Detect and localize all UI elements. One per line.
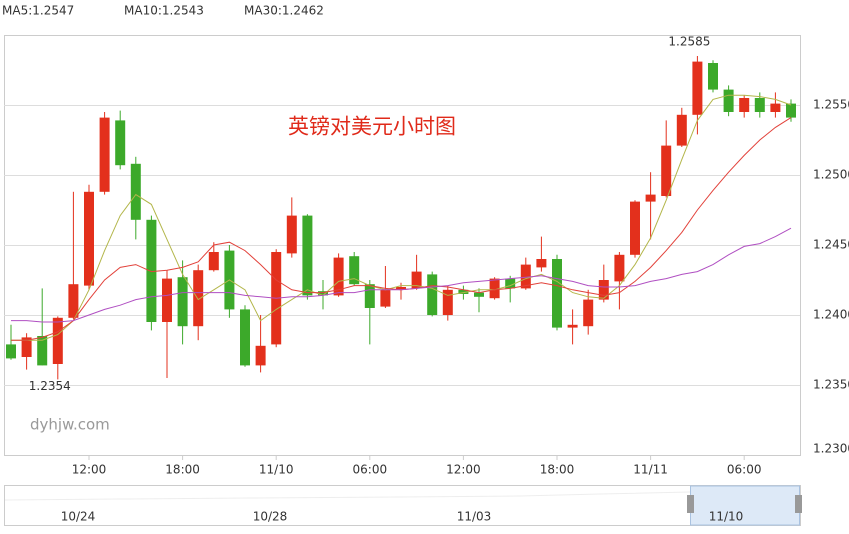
navigator-line	[4, 489, 801, 501]
candle-body	[614, 254, 625, 282]
ma-line	[11, 117, 792, 341]
candle-body	[349, 256, 360, 285]
candle-body	[380, 289, 391, 307]
candle-body	[552, 259, 562, 328]
legend-entry: MA5:1.2547	[2, 4, 74, 18]
candle-body	[520, 264, 531, 289]
x-tick-label: 06:00	[727, 463, 762, 477]
candle-body	[333, 257, 344, 296]
candle-body	[286, 215, 297, 254]
watermark: dyhjw.com	[30, 416, 110, 434]
candle-body	[255, 345, 266, 366]
x-tick-label: 12:00	[72, 463, 107, 477]
candle-body	[240, 309, 250, 366]
ma-line	[11, 94, 792, 341]
navigator[interactable]	[4, 485, 801, 526]
candle-body	[598, 280, 609, 300]
x-tick-label: 06:00	[353, 463, 388, 477]
y-tick-label: 1.2500	[813, 168, 849, 182]
x-tick-label: 11/10	[259, 463, 294, 477]
y-tick-label: 1.2300	[813, 442, 849, 456]
candle-body	[676, 114, 687, 146]
navigator-label: 11/10	[709, 510, 744, 524]
x-tick-label: 11/11	[633, 463, 668, 477]
candle-body	[302, 215, 313, 296]
candle-body	[318, 291, 328, 296]
ma-line	[11, 227, 792, 323]
x-tick-label: 12:00	[446, 463, 481, 477]
candle-body	[567, 324, 578, 328]
navigator-label: 11/03	[457, 510, 492, 524]
low-annotation: 1.2354	[29, 379, 71, 393]
candle-body	[442, 289, 453, 315]
candle-body	[68, 284, 79, 318]
candle-body	[505, 278, 516, 289]
candle-body	[754, 98, 765, 112]
candle-body	[645, 194, 656, 202]
high-annotation: 1.2585	[668, 35, 710, 49]
candle-body	[37, 336, 48, 366]
candle-body	[162, 278, 172, 322]
candle-body	[115, 120, 126, 166]
candle-body	[99, 117, 110, 192]
candle-body	[193, 270, 204, 327]
candle-body	[692, 61, 703, 115]
legend-entry: MA10:1.2543	[124, 4, 204, 18]
candle-body	[364, 284, 375, 308]
y-tick-label: 1.2400	[813, 308, 849, 322]
candle-body	[489, 278, 500, 299]
candle-body	[708, 63, 718, 90]
y-tick-label: 1.2450	[813, 238, 849, 252]
candle-body	[396, 287, 406, 290]
legend-entry: MA30:1.2462	[244, 4, 324, 18]
candle-body	[583, 299, 594, 327]
candle-body	[146, 219, 157, 322]
candle-body	[208, 252, 219, 271]
candle-body	[770, 103, 781, 112]
candle-body	[52, 317, 63, 364]
candle-body	[6, 344, 16, 359]
candle-body	[177, 277, 188, 327]
candle-body	[786, 103, 796, 118]
candle-body	[458, 289, 469, 294]
navigator-handle[interactable]	[795, 495, 802, 513]
candle-body	[723, 89, 734, 112]
x-tick-label: 18:00	[540, 463, 575, 477]
candle-body	[661, 145, 672, 196]
candle-body	[427, 274, 438, 315]
navigator-label: 10/24	[61, 510, 96, 524]
candle-body	[630, 201, 640, 255]
candle-body	[739, 98, 750, 112]
navigator-handle[interactable]	[687, 495, 694, 513]
x-tick-label: 18:00	[165, 463, 200, 477]
y-tick-label: 1.2550	[813, 98, 849, 112]
candle-body	[474, 292, 484, 297]
candle-body	[21, 337, 32, 357]
candle-body	[411, 271, 422, 289]
y-tick-label: 1.2350	[813, 378, 849, 392]
candle-body	[536, 259, 547, 268]
navigator-window[interactable]	[690, 485, 800, 526]
chart-title: 英镑对美元小时图	[288, 115, 456, 139]
candle-body	[84, 191, 94, 286]
candle-body	[130, 163, 141, 220]
navigator-label: 10/28	[253, 510, 288, 524]
